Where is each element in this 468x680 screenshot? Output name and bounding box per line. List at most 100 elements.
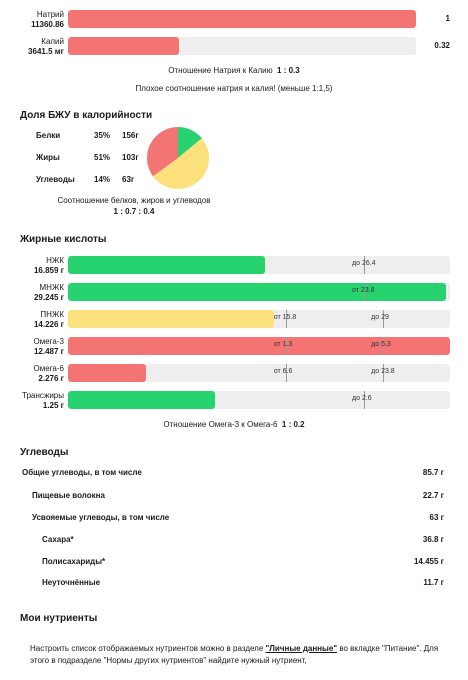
fatty-acid-bar-fill <box>68 256 265 274</box>
fatty-acids-title: Жирные кислоты <box>20 234 107 245</box>
omega-ratio-label: Отношение Омега-3 к Омега-6 <box>163 420 278 429</box>
fatty-acid-label: Омега-6 2.276 г <box>4 364 64 384</box>
bju-pie-slice-0 <box>147 127 178 177</box>
bju-row-grams: 103г <box>122 153 139 162</box>
norm-marker-text: до 26.4 <box>352 260 376 267</box>
fatty-acid-name: Омега-3 <box>33 337 64 346</box>
my-nutrients-title: Мои нутриенты <box>20 613 98 624</box>
fatty-acid-name: ПНЖК <box>40 310 64 319</box>
fatty-acid-bar: от 1.3 до 5.3 <box>68 337 450 355</box>
norm-marker <box>364 391 366 409</box>
bju-row-grams: 156г <box>122 131 139 140</box>
norm-marker <box>285 310 287 328</box>
carbs-title: Углеводы <box>20 447 69 458</box>
fatty-acid-value: 12.487 г <box>33 347 64 356</box>
bju-pie-slice-2 <box>178 127 202 158</box>
norm-marker <box>285 364 287 382</box>
potassium-label: Калий 3641.5 мг <box>4 37 64 57</box>
potassium-bar-fill <box>68 37 180 55</box>
carb-row-name: Неуточнённые <box>42 578 101 587</box>
norm-marker <box>383 364 385 382</box>
na-k-ratio-value: 1 : 0.3 <box>277 66 300 75</box>
na-k-ratio-label: Отношение Натрия к Калию <box>168 66 273 75</box>
norm-marker <box>364 256 366 274</box>
fatty-acid-bar-fill <box>68 364 147 382</box>
fatty-acid-label: Омега-3 12.487 г <box>4 337 64 357</box>
fatty-acid-value: 14.226 г <box>33 320 64 329</box>
fatty-acid-value: 29.245 г <box>33 293 64 302</box>
fatty-acid-value: 2.276 г <box>38 374 64 383</box>
personal-data-link[interactable]: "Личные данные" <box>265 644 338 653</box>
potassium-bar <box>68 37 416 55</box>
fatty-acid-label: НЖК 16.859 г <box>4 256 64 276</box>
norm-marker <box>364 283 366 301</box>
sodium-label: Натрий 11360.86 <box>4 10 64 30</box>
potassium-ratio: 0.32 <box>434 41 450 50</box>
fatty-acid-bar: от 6.6 до 23.8 <box>68 364 450 382</box>
sodium-ratio: 1 <box>445 14 450 23</box>
fatty-acid-bar: от 23.8 <box>68 283 450 301</box>
bju-row-name: Жиры <box>36 153 60 162</box>
bju-row-percent: 35% <box>94 131 111 140</box>
fatty-acid-bar: до 26.4 <box>68 256 450 274</box>
info-text-before: Настроить список отображаемых нутриентов… <box>30 644 266 653</box>
bju-row-percent: 14% <box>94 175 111 184</box>
carb-row-name: Общие углеводы, в том числе <box>22 468 142 477</box>
norm-marker <box>285 337 287 355</box>
carb-row-value: 11.7 г <box>423 578 444 587</box>
potassium-name: Калий <box>41 37 64 46</box>
norm-marker-text: от 15.8 <box>273 314 297 321</box>
potassium-value: 3641.5 мг <box>28 47 64 56</box>
carb-row-value: 22.7 г <box>422 491 444 500</box>
norm-marker-text: до 23.8 <box>371 368 395 375</box>
sodium-bar <box>68 10 416 28</box>
omega-ratio-value: 1 : 0.2 <box>281 420 305 429</box>
fatty-acid-bar-fill <box>68 337 450 355</box>
na-k-ratio: Отношение Натрия к Калию 1 : 0.3 <box>0 66 468 75</box>
carb-row-value: 63 г <box>429 513 444 522</box>
fatty-acid-label: ПНЖК 14.226 г <box>4 310 64 330</box>
bju-ratio-label: Соотношение белков, жиров и углеводов <box>57 196 211 205</box>
norm-marker <box>383 310 385 328</box>
omega-ratio: Отношение Омега-3 к Омега-6 1 : 0.2 <box>0 420 468 429</box>
my-nutrients-info: Настроить список отображаемых нутриентов… <box>30 643 450 667</box>
na-k-note: Плохое соотношение натрия и калия! (мень… <box>135 84 333 93</box>
bju-ratio-value: 1 : 0.7 : 0.4 <box>113 207 155 216</box>
sodium-value: 11360.86 <box>31 20 64 29</box>
bju-row-grams: 63г <box>122 175 135 184</box>
fatty-acid-bar-fill <box>68 283 447 301</box>
fatty-acid-value: 16.859 г <box>33 266 64 275</box>
carb-row-name: Усвояемые углеводы, в том числе <box>32 513 170 522</box>
bju-row-name: Белки <box>36 131 61 140</box>
carb-row-value: 36.8 г <box>422 535 444 544</box>
fatty-acid-name: Омега-6 <box>33 364 64 373</box>
carb-row-value: 14.455 г <box>413 557 444 566</box>
norm-marker <box>383 337 385 355</box>
bju-pie-chart <box>147 127 210 190</box>
sodium-bar-fill <box>68 10 416 28</box>
fatty-acid-bar: до 2.6 <box>68 391 450 409</box>
carb-row-name: Сахара* <box>42 535 74 544</box>
info-text-after: во вкладке "Питание". Для этого в подраз… <box>30 644 439 665</box>
fatty-acid-label: Трансжиры 1.25 г <box>4 391 64 411</box>
fatty-acid-name: НЖК <box>46 256 64 265</box>
bju-pie-slice-1 <box>152 138 210 190</box>
norm-marker-text: от 1.3 <box>273 341 293 348</box>
carb-row-value: 85.7 г <box>422 468 444 477</box>
norm-marker-text: до 2.6 <box>352 395 372 402</box>
bju-title: Доля БЖУ в калорийности <box>20 110 153 121</box>
norm-marker-text: от 23.8 <box>352 287 375 294</box>
fatty-acid-label: МНЖК 29.245 г <box>4 283 64 303</box>
fatty-acid-bar-fill <box>68 310 275 328</box>
bju-row-percent: 51% <box>94 153 111 162</box>
sodium-name: Натрий <box>36 10 64 19</box>
fatty-acid-name: МНЖК <box>39 283 65 292</box>
fatty-acid-value: 1.25 г <box>42 401 64 410</box>
fatty-acid-name: Трансжиры <box>22 391 64 400</box>
norm-marker-text: от 6.6 <box>273 368 293 375</box>
carb-row-name: Пищевые волокна <box>32 491 105 500</box>
bju-row-name: Углеводы <box>36 175 75 184</box>
carb-row-name: Полисахариды* <box>42 557 106 566</box>
fatty-acid-bar: от 15.8 до 29 <box>68 310 450 328</box>
fatty-acid-bar-fill <box>68 391 216 409</box>
